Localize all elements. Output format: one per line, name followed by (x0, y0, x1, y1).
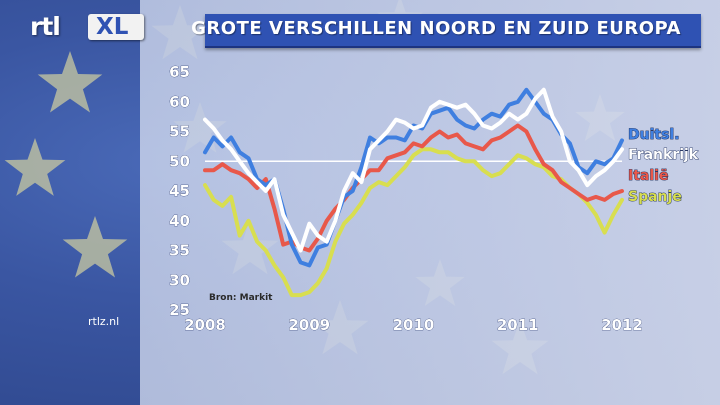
star-icon (37, 51, 103, 113)
source-url: rtlz.nl (88, 315, 120, 328)
chart-panel (140, 0, 720, 405)
star-icon (62, 216, 128, 278)
legend-label-itali: Italië (628, 168, 668, 184)
legend-label-frankrijk: Frankrijk (628, 147, 699, 163)
source-label: Bron: Markit (209, 293, 273, 303)
chart-title: GROTE VERSCHILLEN NOORD EN ZUID EUROPA (191, 18, 681, 39)
y-tick-label: 65 (169, 63, 190, 81)
x-tick-label: 2012 (601, 316, 643, 334)
series-line-itali (203, 123, 624, 253)
series-line-frankrijk (203, 87, 624, 253)
y-tick-label: 25 (169, 301, 190, 319)
y-tick-label: 55 (169, 123, 190, 141)
legend-label-spanje: Spanje (628, 189, 682, 205)
x-tick-label: 2011 (497, 316, 539, 334)
y-tick-label: 40 (169, 212, 190, 230)
title-bar: GROTE VERSCHILLEN NOORD EN ZUID EUROPA (191, 14, 701, 48)
logo-xl-badge: XL (88, 14, 144, 40)
legend-label-duitsl: Duitsl. (628, 127, 680, 143)
logo-rtl-text: rtl (30, 12, 61, 41)
x-tick-label: 2009 (288, 316, 330, 334)
y-tick-label: 60 (169, 93, 190, 111)
x-tick-label: 2010 (393, 316, 435, 334)
series-line-spanje (203, 147, 624, 298)
logo-xl-text: XL (96, 14, 129, 40)
star-icon (4, 138, 66, 196)
x-tick-label: 2008 (184, 316, 226, 334)
y-tick-label: 35 (169, 242, 190, 260)
y-tick-label: 45 (169, 182, 190, 200)
y-tick-label: 50 (169, 152, 190, 170)
y-tick-label: 30 (169, 271, 190, 289)
